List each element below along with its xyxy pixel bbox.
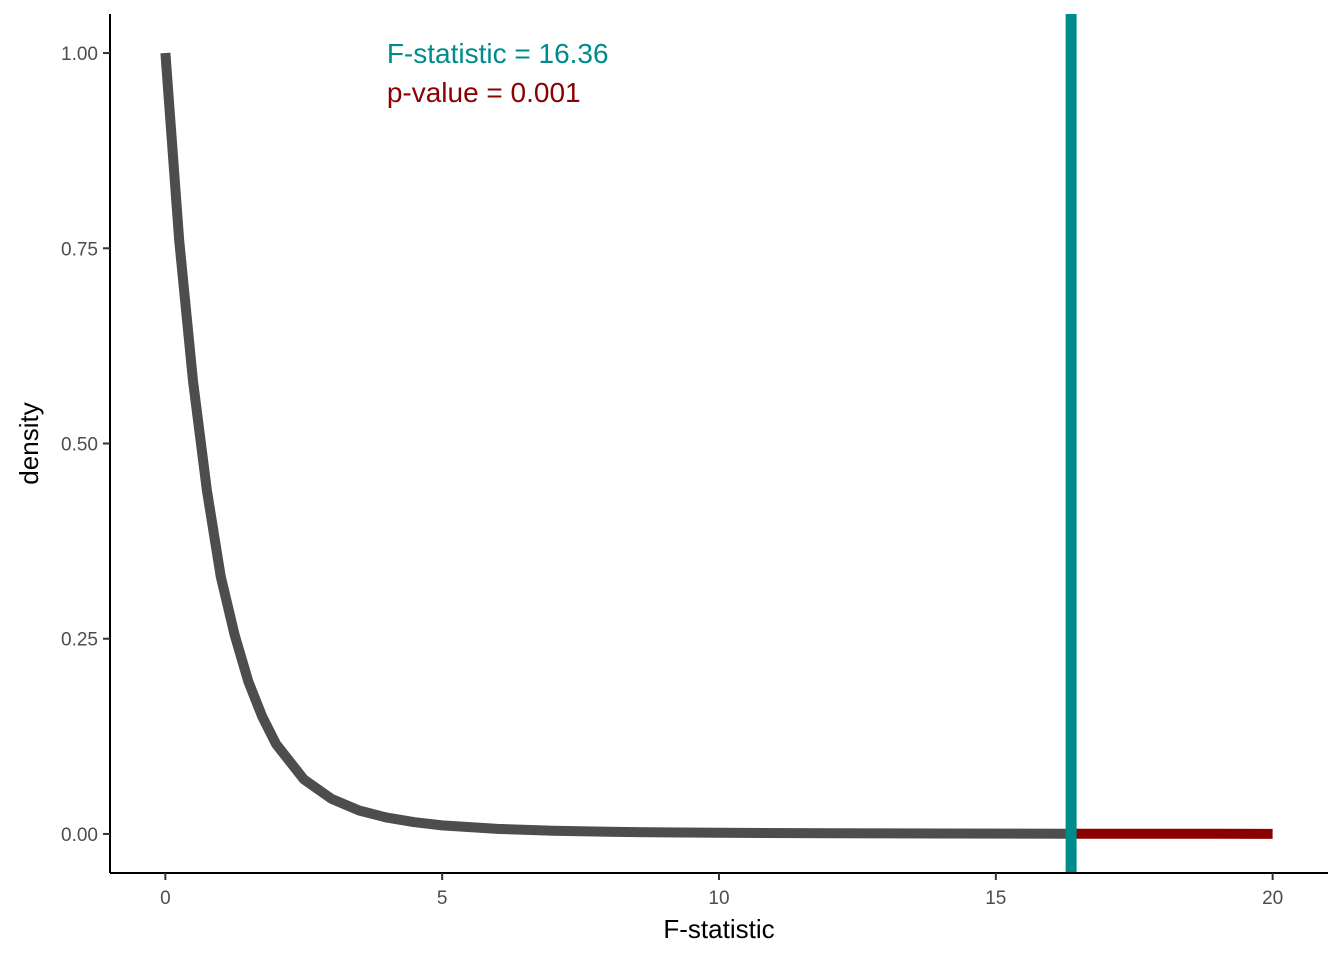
x-tick-label: 0 (160, 888, 171, 909)
y-tick-label: 0.00 (61, 825, 98, 846)
y-tick-label: 0.50 (61, 435, 98, 456)
x-tick-label: 5 (437, 888, 448, 909)
x-tick-label: 15 (985, 888, 1006, 909)
x-tick-label: 10 (708, 888, 729, 909)
p-value-annotation: p-value = 0.001 (387, 77, 581, 108)
x-axis-ticks: 0 5 10 15 20 (160, 873, 1283, 909)
f-statistic-annotation: F-statistic = 16.36 (387, 38, 609, 69)
y-tick-label: 0.25 (61, 630, 98, 651)
y-tick-label: 1.00 (61, 44, 98, 65)
y-tick-label: 0.75 (61, 239, 98, 260)
x-axis-title: F-statistic (663, 914, 774, 944)
axes-layer (110, 14, 1328, 873)
x-tick-label: 20 (1262, 888, 1283, 909)
curve-layer (165, 53, 1272, 834)
annotation-layer: F-statistic = 16.36 p-value = 0.001 (387, 38, 609, 108)
y-axis-ticks: 0.00 0.25 0.50 0.75 1.00 (61, 44, 110, 846)
y-axis-title: density (14, 402, 44, 484)
density-curve (165, 53, 1071, 834)
